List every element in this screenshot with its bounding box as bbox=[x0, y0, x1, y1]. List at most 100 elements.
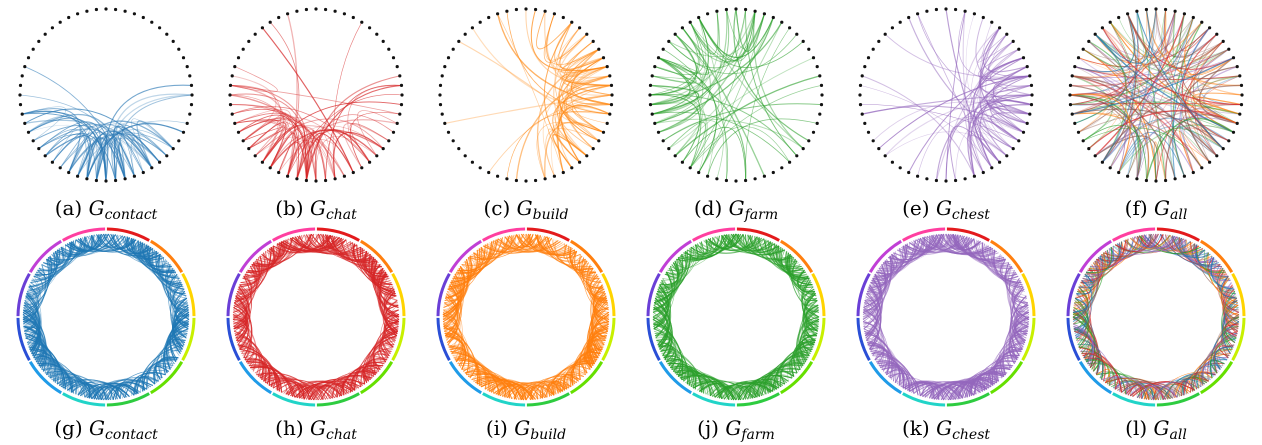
node bbox=[667, 147, 671, 151]
node bbox=[295, 177, 299, 181]
edge bbox=[740, 384, 767, 400]
edge bbox=[867, 245, 904, 290]
node bbox=[1238, 112, 1242, 116]
edge bbox=[36, 239, 77, 273]
edge bbox=[272, 233, 319, 253]
edge bbox=[1000, 255, 1027, 297]
node bbox=[820, 93, 824, 97]
edge bbox=[1112, 235, 1171, 253]
edge bbox=[557, 376, 578, 394]
edge bbox=[920, 233, 942, 249]
edge bbox=[566, 48, 612, 106]
edge bbox=[1072, 75, 1218, 157]
edge bbox=[575, 361, 595, 382]
node bbox=[697, 170, 701, 175]
node bbox=[734, 179, 738, 183]
node bbox=[236, 130, 241, 134]
node bbox=[1191, 15, 1195, 20]
panel-c bbox=[421, 0, 631, 190]
ring-segment bbox=[482, 392, 526, 407]
edge bbox=[707, 118, 818, 177]
node bbox=[608, 112, 612, 116]
edge bbox=[593, 288, 607, 299]
ring-segment bbox=[62, 392, 106, 407]
edge bbox=[1074, 8, 1157, 124]
edge bbox=[714, 236, 780, 254]
caption-label: (b) bbox=[275, 196, 304, 220]
node bbox=[277, 15, 281, 20]
edge bbox=[986, 75, 1030, 133]
edge bbox=[652, 33, 708, 84]
node bbox=[597, 139, 601, 143]
edge bbox=[482, 233, 532, 253]
edge bbox=[22, 276, 41, 315]
edge bbox=[886, 368, 901, 383]
edge bbox=[28, 252, 55, 288]
ring-segment bbox=[856, 317, 871, 361]
edge bbox=[345, 239, 395, 290]
edge bbox=[955, 121, 1024, 181]
edge bbox=[232, 314, 247, 328]
edge bbox=[950, 378, 996, 401]
node bbox=[585, 154, 589, 158]
edge bbox=[79, 384, 91, 399]
edge bbox=[445, 291, 459, 300]
edge bbox=[670, 366, 703, 393]
edge bbox=[77, 121, 184, 177]
edge bbox=[594, 291, 609, 306]
edge bbox=[653, 271, 673, 311]
edge bbox=[28, 239, 77, 288]
edge bbox=[516, 234, 575, 256]
node bbox=[314, 179, 318, 183]
edge bbox=[445, 280, 462, 341]
edge bbox=[866, 339, 897, 383]
edge bbox=[689, 379, 753, 399]
node bbox=[609, 83, 614, 87]
edge bbox=[1096, 235, 1140, 262]
node bbox=[1030, 93, 1034, 97]
edge bbox=[1007, 326, 1029, 368]
edge bbox=[972, 75, 1030, 169]
node bbox=[561, 15, 565, 20]
edge bbox=[952, 234, 968, 249]
edge bbox=[570, 366, 591, 386]
edge bbox=[966, 134, 1008, 173]
ring-segment bbox=[1078, 239, 1112, 273]
edge bbox=[880, 365, 905, 389]
edge bbox=[1109, 22, 1141, 177]
edge bbox=[1101, 84, 1242, 163]
node bbox=[487, 170, 491, 175]
edge bbox=[1225, 300, 1240, 320]
edge bbox=[170, 273, 189, 327]
ring-segment bbox=[780, 239, 814, 273]
node bbox=[1087, 39, 1091, 44]
edge bbox=[325, 234, 347, 250]
node bbox=[762, 12, 766, 16]
node bbox=[591, 39, 595, 44]
edge bbox=[1078, 346, 1104, 380]
node bbox=[165, 154, 169, 158]
edge bbox=[1084, 235, 1140, 275]
node bbox=[314, 7, 318, 11]
edge bbox=[1219, 345, 1234, 359]
edge bbox=[1208, 363, 1221, 376]
edge bbox=[69, 233, 109, 251]
edge bbox=[1214, 346, 1234, 370]
node bbox=[457, 147, 461, 151]
edge bbox=[1148, 234, 1193, 251]
caption-subscript: build bbox=[530, 427, 567, 443]
node bbox=[934, 178, 938, 183]
node bbox=[871, 47, 875, 51]
edge bbox=[238, 114, 300, 179]
edge bbox=[661, 248, 691, 281]
edge bbox=[1121, 383, 1147, 400]
ring-segment bbox=[272, 392, 316, 407]
edge bbox=[864, 302, 882, 361]
node bbox=[368, 26, 372, 30]
ring-segment bbox=[106, 227, 150, 242]
node bbox=[771, 170, 775, 175]
node bbox=[866, 130, 871, 134]
node bbox=[440, 112, 444, 116]
edge bbox=[86, 137, 126, 180]
edge bbox=[23, 295, 38, 308]
